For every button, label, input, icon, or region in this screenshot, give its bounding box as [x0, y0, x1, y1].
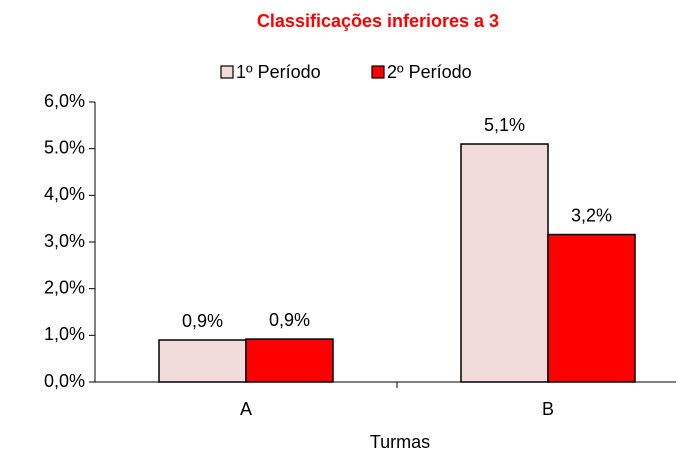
x-tick-label: B	[542, 399, 554, 419]
legend-swatch	[220, 65, 234, 79]
y-tick-label: 4,0%	[44, 184, 85, 204]
y-tick-label: 6,0%	[44, 91, 85, 111]
legend-swatch	[371, 65, 385, 79]
bar	[245, 338, 334, 383]
bar	[460, 143, 549, 383]
data-label: 3,2%	[571, 205, 612, 225]
y-tick-label: 5.0%	[44, 137, 85, 157]
data-label: 0,9%	[182, 311, 223, 331]
data-label: 0,9%	[269, 310, 310, 330]
bar	[158, 339, 247, 383]
y-tick-label: 0,0%	[44, 371, 85, 391]
x-tick-label: A	[240, 399, 252, 419]
legend-label: 1º Período	[236, 62, 321, 82]
x-axis-label: Turmas	[370, 432, 430, 452]
y-tick-label: 1,0%	[44, 324, 85, 344]
legend-label: 2º Período	[387, 62, 472, 82]
bar	[547, 233, 636, 383]
y-tick-label: 3,0%	[44, 231, 85, 251]
y-tick-label: 2,0%	[44, 277, 85, 297]
data-label: 5,1%	[484, 115, 525, 135]
chart-title: Classificações inferiores a 3	[257, 11, 499, 31]
